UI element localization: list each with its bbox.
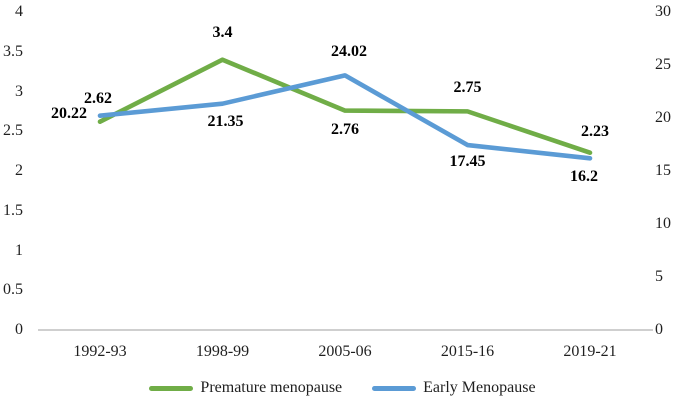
legend-item-premature-menopause: Premature menopause — [149, 380, 342, 396]
data-label-premature-menopause: 3.4 — [212, 23, 233, 41]
data-label-premature-menopause: 2.23 — [581, 122, 609, 140]
data-label-early-menopause: 24.02 — [331, 43, 367, 61]
chart-legend: Premature menopause Early Menopause — [0, 380, 685, 396]
data-label-early-menopause: 20.22 — [51, 104, 87, 122]
data-label-early-menopause: 21.35 — [207, 112, 244, 130]
right-axis-tick: 30 — [655, 3, 671, 20]
left-axis-tick: 0 — [15, 321, 23, 338]
x-axis-label: 1992-93 — [73, 343, 127, 360]
data-label-premature-menopause: 2.76 — [331, 120, 359, 138]
right-axis-tick: 5 — [655, 268, 663, 285]
left-axis-tick: 1 — [15, 241, 23, 259]
x-axis-label: 1998-99 — [195, 343, 250, 360]
data-label-premature-menopause: 2.62 — [84, 89, 112, 107]
legend-item-early-menopause: Early Menopause — [372, 379, 536, 396]
right-axis-tick: 25 — [655, 56, 671, 73]
legend-label: Early Menopause — [423, 379, 536, 396]
right-axis-tick: 0 — [655, 321, 663, 338]
x-axis-label: 2015-16 — [440, 343, 495, 360]
legend-swatch-icon — [372, 385, 417, 391]
left-axis-tick: 3 — [15, 82, 23, 100]
left-axis-tick: 0.5 — [3, 281, 23, 299]
x-axis-label: 2005-06 — [318, 343, 372, 360]
data-label-early-menopause: 16.2 — [570, 168, 598, 186]
x-axis-label: 2019-21 — [563, 343, 617, 360]
legend-swatch-icon — [149, 385, 194, 391]
right-axis-tick: 20 — [655, 109, 671, 126]
left-axis-tick: 3.5 — [3, 42, 23, 60]
right-axis-tick: 15 — [655, 162, 671, 179]
series-line-premature-menopause — [97, 57, 593, 156]
left-axis-tick: 1.5 — [3, 201, 23, 219]
legend-label: Premature menopause — [200, 379, 343, 396]
data-label-premature-menopause: 2.75 — [453, 79, 482, 97]
series-line-early-menopause — [97, 73, 593, 161]
data-label-early-menopause: 17.45 — [449, 153, 486, 171]
left-axis-tick: 4 — [15, 3, 23, 20]
right-axis-tick: 10 — [655, 215, 671, 232]
left-axis-tick: 2.5 — [3, 122, 23, 140]
left-axis-tick: 2 — [15, 162, 23, 179]
